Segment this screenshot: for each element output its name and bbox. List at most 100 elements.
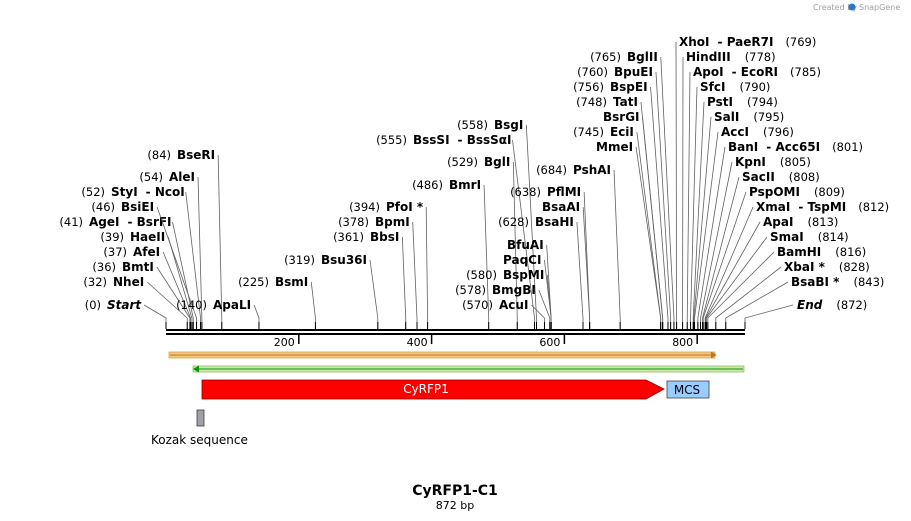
- credit-brand: SnapGene: [859, 3, 900, 12]
- site-position-acui: (570): [462, 298, 493, 312]
- site-name-apoi: ApoI: [693, 65, 724, 79]
- site-name-xhoi: XhoI: [679, 35, 710, 49]
- site-position-bmgbi: (578): [455, 283, 486, 297]
- site-name-sfci: SfcI: [700, 80, 725, 94]
- site-position-bsiei: (46): [91, 200, 115, 214]
- site-position-bbsi: (361): [333, 230, 364, 244]
- site-leader-bamhi: [707, 251, 775, 329]
- site-name-apali: ApaLI: [213, 298, 251, 312]
- cyrfp1-label: CyRFP1: [403, 382, 449, 396]
- site-name2-bsrfi: - BsrFI: [127, 215, 171, 229]
- site-position-hindiii: (778): [745, 50, 776, 64]
- site-position-bsmi: (225): [238, 275, 269, 289]
- site-name2-text: NcoI: [155, 185, 185, 199]
- site-position-nhei: (32): [83, 275, 107, 289]
- site-position-bmri: (486): [412, 178, 443, 192]
- plasmid-length: 872 bp: [436, 499, 474, 512]
- site-name-acci: AccI: [721, 125, 749, 139]
- site-position-bpmi: (378): [338, 215, 369, 229]
- site-name-bamhi: BamHI: [777, 245, 821, 259]
- backbone-bottom-strand: [166, 333, 745, 335]
- ruler-tick-label: 800: [672, 336, 693, 349]
- site-leader-apai: [705, 221, 761, 329]
- site-name2-text: Acc65I: [775, 140, 820, 154]
- site-position-ecii: (745): [573, 125, 604, 139]
- site-leader-bsu36i: [369, 259, 379, 329]
- site-leader-xhoi: [675, 41, 678, 329]
- site-position-bgli: (529): [447, 155, 478, 169]
- site-name2-text: BssSαI: [467, 133, 512, 147]
- site-position-sfci: (790): [739, 80, 770, 94]
- site-name-bspmi: BspMI: [503, 268, 544, 282]
- site-leader-bsmi: [310, 281, 316, 329]
- site-name-xbai: XbaI *: [784, 260, 826, 274]
- site-name-bmti: BmtI: [122, 260, 154, 274]
- site-name-haeii: HaeII: [130, 230, 165, 244]
- site-name-apai: ApaI: [763, 215, 793, 229]
- site-position-xhoi: (769): [785, 35, 816, 49]
- site-name-bsssi: BssSI: [413, 133, 450, 147]
- site-position-styi: (52): [81, 185, 105, 199]
- site-name-bsiei: BsiEI: [121, 200, 154, 214]
- site-name-bpuei: BpuEI: [614, 65, 653, 79]
- orange-arrowhead-icon: [711, 351, 717, 359]
- site-name-start: Start: [107, 298, 142, 312]
- site-position-bsssi: (555): [376, 133, 407, 147]
- site-name-sacii: SacII: [742, 170, 775, 184]
- snapgene-logo-icon: [848, 3, 856, 11]
- site-position-agei: (41): [59, 215, 83, 229]
- site-name-pflmi: PflMI: [547, 185, 581, 199]
- site-name-afei: AfeI: [133, 245, 160, 259]
- site-name2-tspmi: - TspMI: [798, 200, 846, 214]
- ruler-tick-label: 400: [407, 336, 428, 349]
- site-leader-sali: [693, 116, 712, 329]
- site-name-bglii: BglII: [627, 50, 658, 64]
- site-leader-end: [744, 304, 794, 329]
- site-name2-text: PaeR7I: [727, 35, 774, 49]
- site-position-bseri: (84): [147, 148, 171, 162]
- site-name-bmri: BmrI: [449, 178, 481, 192]
- kozak-label: Kozak sequence: [151, 433, 248, 447]
- site-leader-bglii: [660, 56, 675, 329]
- site-name-agei: AgeI: [89, 215, 119, 229]
- site-leader-bsaai: [582, 206, 591, 329]
- site-name-separator: -: [798, 200, 807, 214]
- site-leader-ecii: [636, 131, 662, 329]
- site-name-acui: AcuI: [499, 298, 528, 312]
- ruler-tick-label: 200: [274, 336, 295, 349]
- site-position-sacii: (808): [789, 170, 820, 184]
- ruler-tick-label: 600: [539, 336, 560, 349]
- site-name-styi: StyI: [111, 185, 138, 199]
- site-position-bmti: (36): [92, 260, 116, 274]
- site-name-bbsi: BbsI: [370, 230, 399, 244]
- site-name2-text: EcoRI: [741, 65, 778, 79]
- site-name-alei: AleI: [169, 170, 195, 184]
- site-position-haeii: (39): [100, 230, 124, 244]
- site-position-bsu36i: (319): [284, 253, 315, 267]
- site-position-pshai: (684): [536, 163, 567, 177]
- site-leader-start: [143, 304, 167, 329]
- site-position-apali: (140): [176, 298, 207, 312]
- site-name2-acc65i: - Acc65I: [766, 140, 820, 154]
- site-name2-ncoi: - NcoI: [146, 185, 185, 199]
- site-name-bsgi: BsgI: [494, 118, 523, 132]
- site-name-paqci: PaqCI: [503, 253, 541, 267]
- site-leader-pfoi: [425, 206, 429, 329]
- site-name-bsabi: BsaBI *: [791, 275, 840, 289]
- site-name-smai: SmaI: [770, 230, 804, 244]
- site-name-nhei: NheI: [113, 275, 144, 289]
- site-position-bpuei: (760): [577, 65, 608, 79]
- site-name-sali: SalI: [714, 110, 739, 124]
- site-position-acci: (796): [763, 125, 794, 139]
- site-leader-smai: [706, 236, 768, 329]
- site-name-psti: PstI: [707, 95, 733, 109]
- credit-text: Created by: [813, 3, 857, 12]
- site-leader-acci: [694, 131, 719, 329]
- backbone-top-strand: [166, 329, 745, 331]
- site-leader-bsabi: [725, 281, 789, 329]
- site-name-separator: -: [766, 140, 775, 154]
- green-arrowhead-icon: [193, 365, 199, 373]
- site-name-kpni: KpnI: [735, 155, 766, 169]
- mcs-feature-box: [666, 380, 710, 399]
